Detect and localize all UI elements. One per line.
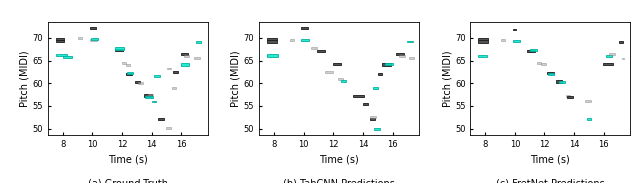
Bar [333,63,341,65]
Bar [353,95,364,97]
Bar [621,58,625,59]
Bar [478,55,488,57]
Bar [194,57,200,59]
Bar [478,38,488,40]
Bar [267,38,277,40]
Bar [363,103,367,104]
Bar [78,37,82,39]
Bar [478,40,488,43]
Bar [172,87,176,89]
Text: (a) Ground-Truth: (a) Ground-Truth [88,179,168,183]
Bar [407,41,413,42]
Bar [566,95,570,97]
Bar [609,53,614,55]
X-axis label: Time (s): Time (s) [319,155,359,165]
Bar [559,81,564,83]
Bar [371,116,376,118]
Bar [500,39,505,41]
Bar [396,53,404,55]
Bar [369,118,375,120]
Bar [568,96,573,98]
Bar [196,41,201,43]
Bar [340,80,346,82]
Bar [325,71,333,73]
Y-axis label: Pitch (MIDI): Pitch (MIDI) [442,50,452,107]
Bar [338,78,343,80]
Bar [122,62,126,64]
Bar [181,64,189,66]
Bar [267,54,278,57]
Bar [530,49,537,51]
Bar [373,87,378,89]
Bar [158,118,164,120]
Bar [385,63,393,65]
Bar [301,27,308,29]
X-axis label: Time (s): Time (s) [531,155,570,165]
Bar [180,53,188,55]
Bar [399,55,405,57]
Text: (b) TabCNN Predictions: (b) TabCNN Predictions [284,179,395,183]
Bar [409,57,413,59]
Bar [184,55,189,57]
Bar [301,39,309,41]
Bar [527,50,535,52]
Bar [513,29,516,30]
Bar [606,55,612,57]
Bar [585,100,591,102]
Bar [173,71,178,73]
Bar [618,41,623,43]
Bar [289,39,294,41]
Bar [145,96,153,98]
X-axis label: Time (s): Time (s) [108,155,148,165]
Y-axis label: Pitch (MIDI): Pitch (MIDI) [20,50,29,107]
Bar [311,47,317,49]
Bar [603,63,612,65]
Bar [152,101,156,102]
Bar [378,73,382,74]
Y-axis label: Pitch (MIDI): Pitch (MIDI) [231,50,241,107]
Bar [548,73,554,75]
Bar [126,64,130,66]
Bar [127,72,133,74]
Bar [115,49,123,51]
Bar [91,38,98,40]
Bar [115,48,124,50]
Bar [537,62,541,64]
Bar [166,127,172,129]
Bar [166,68,171,70]
Bar [267,40,277,43]
Bar [56,54,67,56]
Bar [56,40,64,42]
Bar [56,38,64,40]
Bar [556,80,562,83]
Bar [90,39,97,41]
Bar [154,75,159,77]
Bar [317,50,325,52]
Bar [63,56,72,58]
Bar [513,40,520,42]
Bar [144,94,152,97]
Bar [138,82,143,84]
Bar [541,63,547,65]
Bar [547,72,554,74]
Bar [90,27,96,29]
Bar [134,81,140,83]
Bar [126,73,132,75]
Bar [382,63,391,66]
Bar [587,118,591,120]
Bar [148,94,153,95]
Bar [374,128,380,130]
Text: (c) FretNet Predictions: (c) FretNet Predictions [496,179,605,183]
